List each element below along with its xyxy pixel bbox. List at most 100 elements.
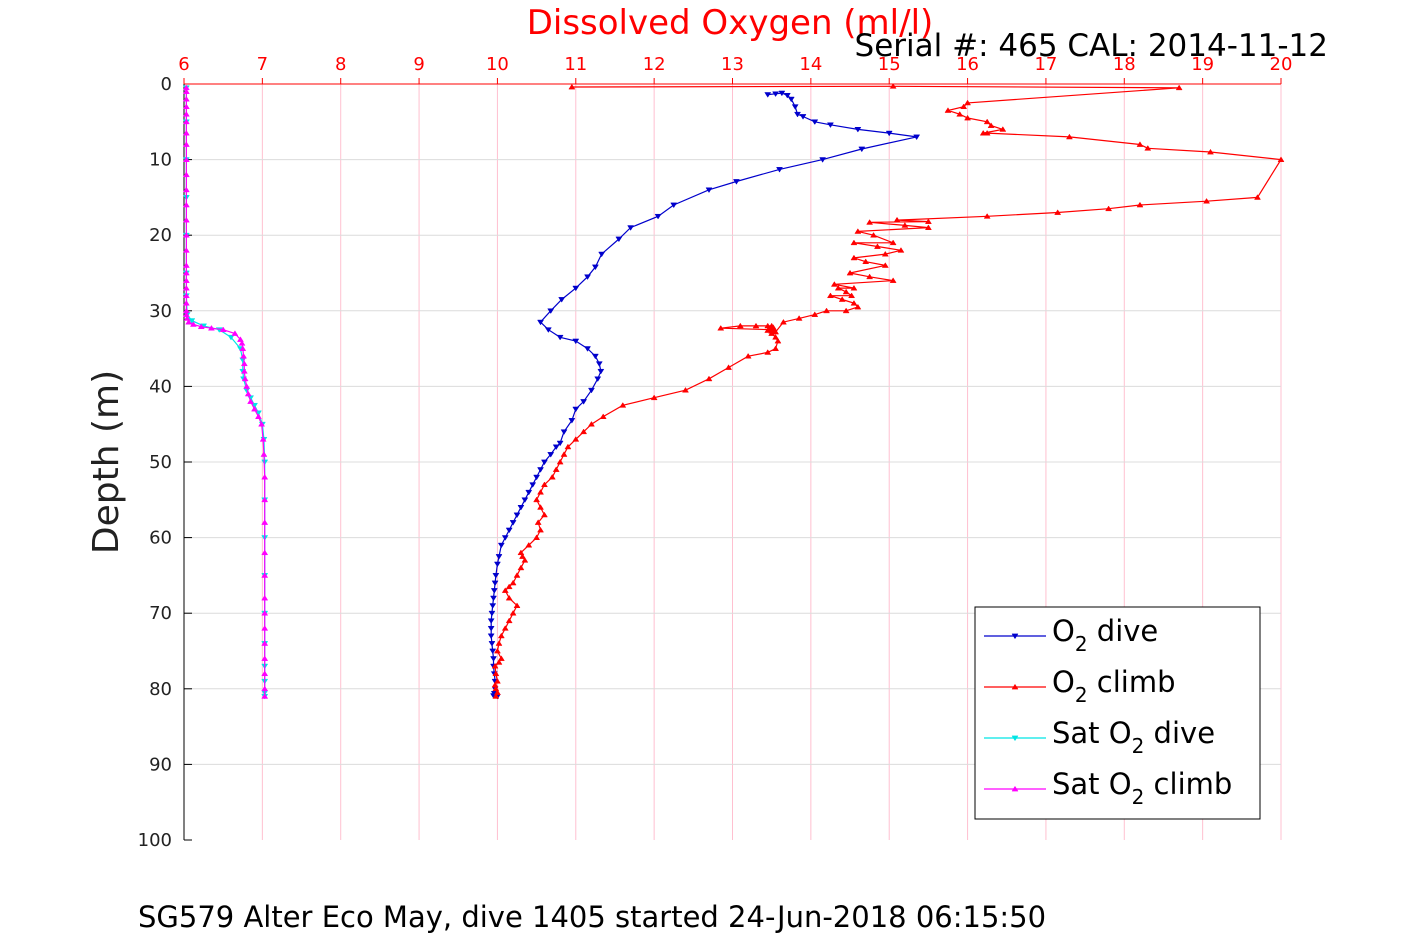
data-point <box>964 114 972 121</box>
data-point <box>983 213 991 219</box>
data-point <box>572 436 580 442</box>
data-point <box>1105 205 1113 212</box>
data-point <box>501 535 509 541</box>
legend-marker <box>1011 633 1019 640</box>
data-point <box>1207 148 1214 155</box>
data-point <box>736 322 744 329</box>
data-point <box>254 413 262 419</box>
x-tick-label: 11 <box>564 54 587 75</box>
data-point <box>584 346 591 352</box>
data-point <box>182 201 190 208</box>
data-point <box>261 572 269 578</box>
data-point <box>207 325 215 331</box>
data-point <box>547 308 555 314</box>
data-point <box>505 583 513 590</box>
data-point <box>858 146 866 153</box>
data-point <box>584 274 591 280</box>
data-point <box>779 318 787 325</box>
data-point <box>261 549 269 556</box>
data-point <box>944 107 952 113</box>
data-point <box>830 281 838 287</box>
data-point <box>493 689 501 695</box>
data-point <box>826 292 834 299</box>
data-point <box>182 171 190 178</box>
data-point <box>513 572 521 578</box>
data-point <box>492 685 500 692</box>
data-point <box>247 398 255 404</box>
data-point <box>552 444 560 451</box>
data-point <box>842 288 850 295</box>
data-point <box>913 134 921 141</box>
x-tick-label: 9 <box>413 54 424 75</box>
data-point <box>964 99 972 106</box>
data-point <box>568 418 576 424</box>
data-point <box>182 141 190 147</box>
data-point <box>1054 209 1062 215</box>
data-point <box>791 104 799 110</box>
data-point <box>619 402 627 408</box>
data-point <box>572 406 580 413</box>
x-tick-label: 8 <box>335 54 346 75</box>
data-point <box>799 114 807 120</box>
data-point <box>893 216 901 223</box>
data-point <box>261 670 269 677</box>
data-point <box>261 594 269 601</box>
data-point <box>182 84 190 91</box>
data-point <box>501 587 509 593</box>
data-point <box>219 326 227 333</box>
data-point <box>188 318 196 324</box>
legend-box <box>974 606 1261 820</box>
data-point <box>537 489 544 495</box>
data-point <box>862 258 870 265</box>
data-point <box>491 580 499 587</box>
data-point <box>182 284 190 291</box>
data-point <box>889 83 897 89</box>
data-point <box>1254 194 1261 200</box>
data-point <box>842 307 850 314</box>
data-point <box>487 633 495 640</box>
data-point <box>182 232 190 238</box>
y-tick-label: 30 <box>149 301 172 322</box>
data-point <box>881 262 889 268</box>
data-point <box>261 655 269 661</box>
data-point <box>540 511 548 518</box>
data-point <box>866 273 874 280</box>
data-point <box>819 157 827 163</box>
data-point <box>489 648 497 655</box>
data-point <box>778 90 786 97</box>
data-point <box>999 126 1007 132</box>
data-point <box>501 625 509 631</box>
data-point <box>670 202 678 209</box>
data-point <box>811 119 819 125</box>
data-point <box>238 340 246 346</box>
x-tick-label: 13 <box>721 54 744 75</box>
legend-entry: O2 dive <box>1052 614 1158 656</box>
legend: O2 dive O2 climb Sat O2 dive Sat O2 climb <box>974 606 1261 820</box>
data-point <box>705 187 713 194</box>
legend-marker <box>1011 785 1019 792</box>
data-point <box>497 542 505 549</box>
data-point <box>182 311 190 317</box>
data-point <box>197 323 205 330</box>
data-point <box>537 467 544 473</box>
legend-entry: Sat O2 dive <box>1052 716 1215 758</box>
chart-footer: SG579 Alter Eco May, dive 1405 started 2… <box>138 900 1046 934</box>
data-point <box>261 496 269 503</box>
y-tick-label: 0 <box>161 74 172 95</box>
y-tick-label: 100 <box>138 830 172 851</box>
data-point <box>493 678 501 684</box>
data-point <box>823 307 830 314</box>
data-point <box>987 122 995 128</box>
data-point <box>889 277 897 283</box>
data-point <box>572 338 580 345</box>
x-tick-label: 14 <box>799 54 822 75</box>
data-point <box>182 103 190 110</box>
data-point <box>537 504 544 510</box>
data-point <box>488 641 496 647</box>
y-tick-label: 10 <box>149 150 172 171</box>
data-point <box>261 610 269 616</box>
data-point <box>509 579 517 586</box>
data-point <box>183 315 191 321</box>
data-point <box>1277 156 1285 162</box>
data-point <box>239 345 247 351</box>
